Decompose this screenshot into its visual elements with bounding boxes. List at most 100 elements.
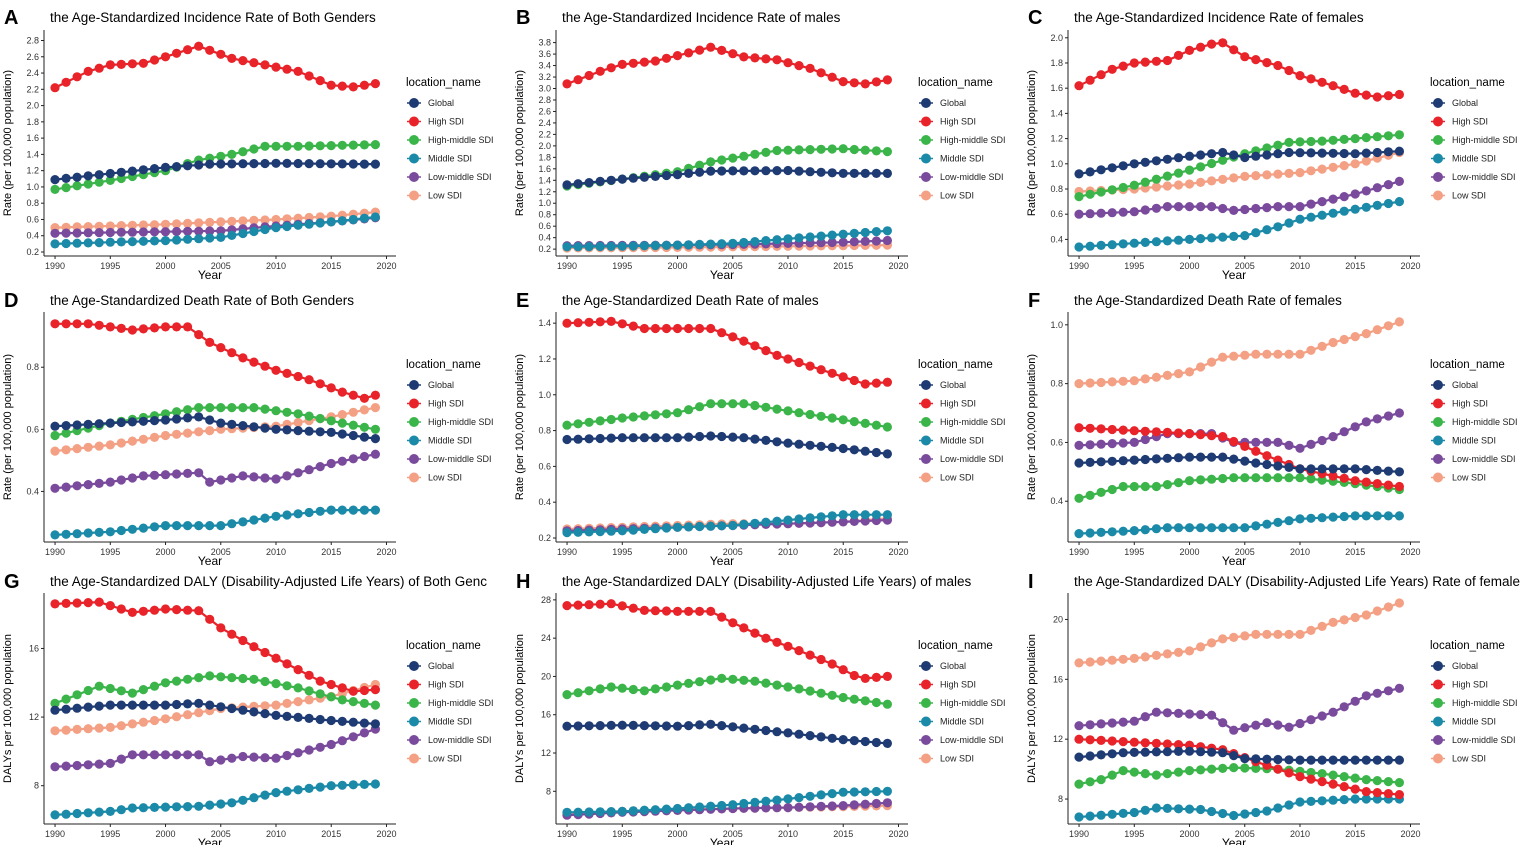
data-point [639,172,650,182]
data-point [1350,773,1360,783]
panel-letter: E [516,290,529,312]
data-point [1196,452,1206,462]
data-point [337,683,347,693]
data-point [160,236,171,246]
data-point [1140,652,1150,662]
y-axis-label: Rate (per 100,000 population) [2,354,14,500]
data-point [138,227,148,237]
data-point [326,427,336,437]
data-point [871,378,882,388]
data-point [1184,45,1195,56]
data-point [149,605,160,615]
data-point [94,441,104,451]
data-point [1383,198,1393,209]
data-point [116,438,126,448]
data-point [717,800,727,811]
data-point [750,400,760,411]
data-point [1394,176,1404,186]
data-point [293,665,303,675]
data-point [359,159,369,169]
data-point [573,242,583,252]
data-point [1251,171,1261,181]
data-point [871,510,882,520]
data-point [1328,135,1338,145]
data-point [72,172,82,182]
data-point [650,410,661,420]
x-tick-label: 2010 [778,547,798,557]
data-point [83,228,93,238]
y-axis-label: Rate (per 100,000 population) [2,70,14,216]
series-low-middle-sdi [1074,176,1404,219]
data-point [260,224,270,235]
data-point [72,444,82,454]
x-tick-label: 1990 [1069,547,1089,557]
data-point [717,521,727,531]
data-point [1229,436,1239,447]
data-point [772,437,782,447]
legend-item-label: Low-middle SDI [1452,172,1516,182]
data-point [750,628,760,638]
data-point [183,605,193,615]
data-point [1394,598,1404,608]
data-point [72,481,82,491]
data-point [606,807,616,817]
data-point [1372,688,1382,698]
data-point [606,433,616,443]
data-point [72,420,82,430]
data-point [1229,454,1239,464]
data-point [1339,148,1349,159]
data-point [728,674,738,684]
data-point [761,402,771,412]
data-point [882,671,893,682]
x-tick-label: 1990 [45,547,65,557]
data-point [216,403,226,413]
legend-item-label: Low-middle SDI [428,735,492,745]
data-point [816,654,826,665]
data-point [1262,519,1272,529]
y-tick-label: 2.8 [538,95,551,105]
data-point [882,168,893,178]
data-point [617,526,627,536]
data-point [116,167,126,177]
data-point [1218,155,1228,165]
data-point [1196,804,1206,815]
data-point [617,683,627,693]
series-global [1074,746,1404,765]
data-point [127,59,137,69]
data-point [370,424,380,434]
data-point [116,323,126,333]
legend-item-label: High SDI [1452,399,1488,409]
x-tick-label: 2005 [211,829,231,839]
x-tick-label: 2005 [211,547,231,557]
data-point [194,427,204,437]
legend-item-label: Middle SDI [940,436,984,446]
data-point [761,147,771,157]
data-point [617,174,627,184]
data-point [61,428,71,438]
data-point [1284,800,1294,810]
x-tick-label: 2020 [1400,547,1420,557]
y-axis-label: Rate (per 100,000 population) [514,354,526,500]
data-point [260,473,270,483]
data-point [1107,484,1117,495]
data-point [650,684,661,694]
y-tick-label: 0.6 [1050,437,1063,447]
data-point [1085,528,1095,538]
data-point [260,60,270,70]
data-point [348,697,358,707]
data-point [639,605,650,616]
data-point [72,319,82,329]
data-point [1383,411,1393,421]
data-point [1151,524,1161,534]
data-point [684,522,694,532]
data-point [172,407,182,417]
data-point [1273,803,1283,813]
legend-item-label: Low SDI [1452,191,1486,201]
data-point [805,145,815,155]
data-point [1107,424,1117,435]
data-point [595,721,605,731]
data-point [61,319,71,329]
data-point [116,227,126,237]
